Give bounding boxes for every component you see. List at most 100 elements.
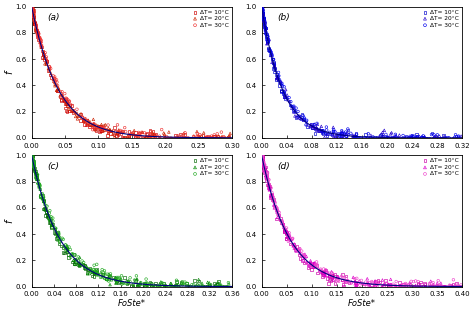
ΔT= 20°C — [430, 134, 438, 139]
ΔT= 30°C — [368, 279, 375, 284]
X-axis label: FoSte*: FoSte* — [348, 299, 376, 308]
ΔT= 10°C — [111, 125, 118, 130]
ΔT= 30°C — [429, 284, 437, 289]
ΔT= 20°C — [37, 39, 45, 44]
ΔT= 30°C — [258, 2, 266, 7]
ΔT= 20°C — [260, 168, 267, 173]
ΔT= 30°C — [199, 284, 207, 289]
ΔT= 30°C — [58, 236, 66, 241]
ΔT= 30°C — [258, 154, 265, 158]
ΔT= 20°C — [35, 181, 43, 186]
ΔT= 20°C — [388, 130, 395, 135]
ΔT= 20°C — [265, 37, 273, 42]
ΔT= 30°C — [264, 39, 272, 44]
ΔT= 30°C — [97, 275, 104, 280]
ΔT= 10°C — [199, 284, 206, 289]
ΔT= 30°C — [29, 159, 37, 164]
ΔT= 30°C — [260, 167, 268, 172]
ΔT= 30°C — [28, 155, 36, 160]
ΔT= 20°C — [43, 59, 50, 64]
ΔT= 10°C — [435, 135, 443, 140]
ΔT= 10°C — [44, 215, 52, 220]
ΔT= 30°C — [426, 282, 433, 287]
ΔT= 30°C — [92, 269, 100, 274]
ΔT= 30°C — [262, 29, 269, 34]
ΔT= 10°C — [31, 21, 38, 26]
ΔT= 10°C — [396, 283, 404, 288]
ΔT= 30°C — [435, 278, 442, 283]
ΔT= 10°C — [51, 231, 58, 236]
ΔT= 20°C — [46, 68, 54, 73]
ΔT= 20°C — [178, 135, 186, 140]
ΔT= 20°C — [374, 284, 381, 289]
ΔT= 10°C — [258, 155, 265, 160]
ΔT= 10°C — [101, 127, 109, 132]
ΔT= 20°C — [134, 282, 142, 287]
ΔT= 10°C — [259, 16, 267, 21]
ΔT= 20°C — [49, 222, 56, 227]
ΔT= 20°C — [288, 237, 295, 242]
ΔT= 10°C — [97, 125, 105, 130]
ΔT= 30°C — [274, 212, 282, 217]
ΔT= 30°C — [264, 170, 272, 175]
ΔT= 20°C — [394, 135, 401, 140]
ΔT= 10°C — [63, 101, 70, 106]
ΔT= 20°C — [259, 12, 267, 17]
ΔT= 30°C — [32, 24, 40, 29]
ΔT= 20°C — [130, 132, 137, 137]
ΔT= 10°C — [173, 283, 180, 288]
ΔT= 30°C — [433, 284, 440, 289]
ΔT= 20°C — [32, 175, 40, 180]
ΔT= 10°C — [44, 212, 51, 217]
ΔT= 30°C — [36, 183, 44, 188]
ΔT= 20°C — [150, 132, 158, 137]
ΔT= 20°C — [73, 257, 80, 262]
ΔT= 20°C — [416, 283, 423, 288]
ΔT= 20°C — [95, 125, 103, 130]
ΔT= 20°C — [48, 217, 55, 222]
ΔT= 30°C — [46, 64, 53, 69]
ΔT= 10°C — [421, 135, 429, 140]
ΔT= 20°C — [72, 114, 80, 119]
ΔT= 10°C — [273, 74, 281, 79]
ΔT= 10°C — [263, 39, 271, 44]
ΔT= 10°C — [173, 279, 181, 284]
ΔT= 20°C — [105, 271, 112, 276]
ΔT= 10°C — [402, 134, 410, 139]
ΔT= 30°C — [335, 132, 343, 137]
ΔT= 20°C — [266, 185, 273, 190]
ΔT= 30°C — [137, 280, 145, 285]
ΔT= 10°C — [272, 77, 280, 82]
ΔT= 20°C — [262, 173, 269, 178]
ΔT= 10°C — [413, 134, 420, 139]
ΔT= 20°C — [148, 132, 155, 137]
ΔT= 10°C — [141, 282, 148, 287]
ΔT= 10°C — [89, 270, 96, 275]
ΔT= 20°C — [258, 3, 266, 8]
ΔT= 10°C — [40, 198, 47, 203]
ΔT= 10°C — [338, 277, 346, 282]
ΔT= 10°C — [46, 220, 53, 225]
ΔT= 30°C — [34, 172, 41, 177]
ΔT= 20°C — [443, 135, 450, 140]
ΔT= 10°C — [97, 124, 104, 129]
ΔT= 10°C — [167, 135, 174, 140]
ΔT= 10°C — [280, 227, 288, 232]
ΔT= 30°C — [401, 282, 409, 287]
ΔT= 20°C — [53, 83, 61, 88]
ΔT= 20°C — [67, 105, 74, 110]
ΔT= 20°C — [29, 6, 37, 11]
ΔT= 20°C — [365, 281, 372, 286]
ΔT= 10°C — [145, 284, 153, 289]
ΔT= 20°C — [90, 122, 98, 127]
ΔT= 10°C — [127, 284, 135, 289]
ΔT= 30°C — [197, 282, 205, 287]
ΔT= 20°C — [95, 272, 102, 277]
ΔT= 30°C — [188, 284, 195, 289]
ΔT= 30°C — [451, 135, 458, 140]
ΔT= 10°C — [421, 284, 428, 289]
ΔT= 10°C — [331, 134, 339, 139]
ΔT= 10°C — [186, 284, 194, 289]
ΔT= 20°C — [330, 134, 337, 139]
ΔT= 30°C — [353, 276, 361, 281]
